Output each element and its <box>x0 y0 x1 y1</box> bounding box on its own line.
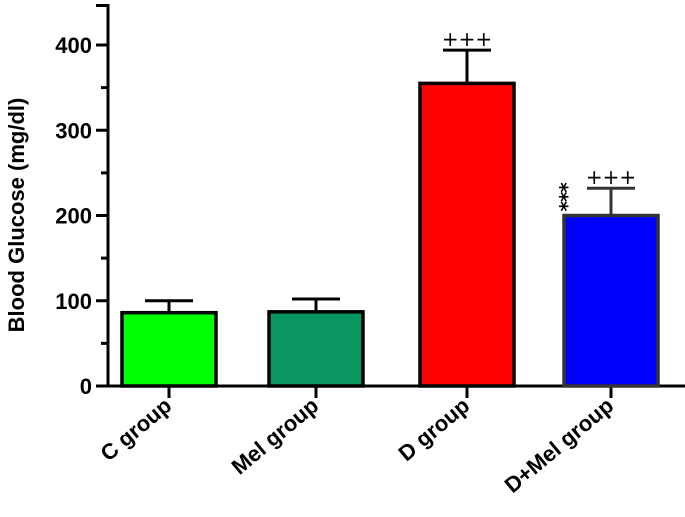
y-tick-label: 200 <box>55 204 92 229</box>
y-tick-label: 100 <box>55 289 92 314</box>
bar <box>267 310 365 388</box>
y-tick-label: 400 <box>55 33 92 58</box>
bar <box>562 213 660 388</box>
bar <box>120 310 218 388</box>
bars <box>120 48 660 388</box>
y-axis-label: Blood Glucose (mg/dl) <box>4 98 29 333</box>
x-category-label: C group <box>96 393 177 466</box>
significance-plus: +++ <box>586 165 636 189</box>
y-tick-label: 300 <box>55 118 92 143</box>
x-category-label: D group <box>394 393 475 466</box>
significance-plus: +++ <box>442 27 492 51</box>
x-category-label: D+Mel group <box>500 393 619 498</box>
y-tick-label: 0 <box>80 374 92 399</box>
significance-stars: *** <box>555 182 579 212</box>
bar <box>418 81 516 388</box>
labels: Blood Glucose (mg/dl) 0 100 200 300 400 C gro… <box>4 27 636 498</box>
x-category-label: Mel group <box>227 393 324 480</box>
